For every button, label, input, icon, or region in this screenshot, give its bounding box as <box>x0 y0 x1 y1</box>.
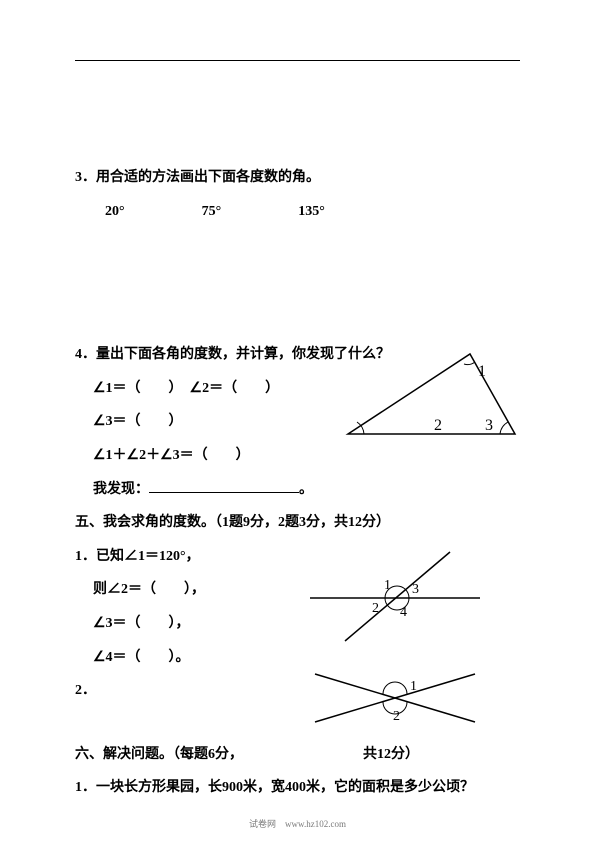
s5-angle-4: 4 <box>400 605 407 620</box>
q3-prompt: 3．用合适的方法画出下面各度数的角。 <box>75 161 520 195</box>
q5-1-text: 已知∠1＝120°， <box>96 549 200 564</box>
fill-blank-line <box>149 478 299 493</box>
s5-angle-1: 1 <box>384 578 391 593</box>
q3-values: 20° 75° 135° <box>75 195 520 229</box>
q4-number: 4． <box>75 347 96 362</box>
s52-angle-1: 1 <box>410 679 417 694</box>
angle-2-label: 2 <box>434 417 442 434</box>
q4-l4-pre: 我发现： <box>93 482 149 497</box>
s52-angle-2: 2 <box>393 709 400 724</box>
q3-val-3: 135° <box>298 204 325 219</box>
q6-1-prompt: 1．一块长方形果园，长900米，宽400米，它的面积是多少公顷？ <box>75 771 520 805</box>
sec6-heading-pre: 六、解决问题。（每题6分， <box>75 747 243 762</box>
triangle-diagram: 1 2 3 <box>340 346 530 441</box>
q4-line3: ∠1＋∠2＋∠3＝（ ） <box>75 439 520 473</box>
q5-1-number: 1． <box>75 549 96 564</box>
q4-l4-post: 。 <box>299 482 313 497</box>
q4-block: 4．量出下面各角的度数，并计算，你发现了什么？ ∠1＝（ ） ∠2＝（ ） ∠3… <box>75 338 520 506</box>
page: 3．用合适的方法画出下面各度数的角。 20° 75° 135° 4．量出下面各角… <box>0 0 595 845</box>
page-footer: 试卷网 www.hz102.com <box>0 817 595 830</box>
q4-line4: 我发现： 。 <box>75 473 520 507</box>
q5-1-block: 1．已知∠1＝120°， 则∠2＝（ ）， ∠3＝（ ）， ∠4＝（ ）。 1 … <box>75 540 520 674</box>
intersecting-lines-diagram: 1 2 3 4 <box>300 546 490 646</box>
s5-angle-2: 2 <box>372 601 379 616</box>
sec6-heading-post: 共12分） <box>363 747 419 762</box>
top-divider <box>75 60 520 61</box>
s5-angle-3: 3 <box>412 582 419 597</box>
drawing-space <box>75 228 520 338</box>
q6-1-number: 1． <box>75 780 96 795</box>
q3-val-2: 75° <box>202 204 222 219</box>
q3-text: 用合适的方法画出下面各度数的角。 <box>96 170 320 185</box>
q6-1-text: 一块长方形果园，长900米，宽400米，它的面积是多少公顷？ <box>96 780 474 795</box>
angle-1-label: 1 <box>478 363 486 380</box>
q3-number: 3． <box>75 170 96 185</box>
x-lines-diagram: 1 2 <box>300 662 490 740</box>
angle-3-label: 3 <box>485 417 493 434</box>
section6-heading: 六、解决问题。（每题6分， 共12分） <box>75 738 520 772</box>
section5-heading: 五、我会求角的度数。（1题9分，2题3分，共12分） <box>75 506 520 540</box>
q5-2-block: 2． 1 2 <box>75 674 520 738</box>
q3-val-1: 20° <box>105 204 125 219</box>
